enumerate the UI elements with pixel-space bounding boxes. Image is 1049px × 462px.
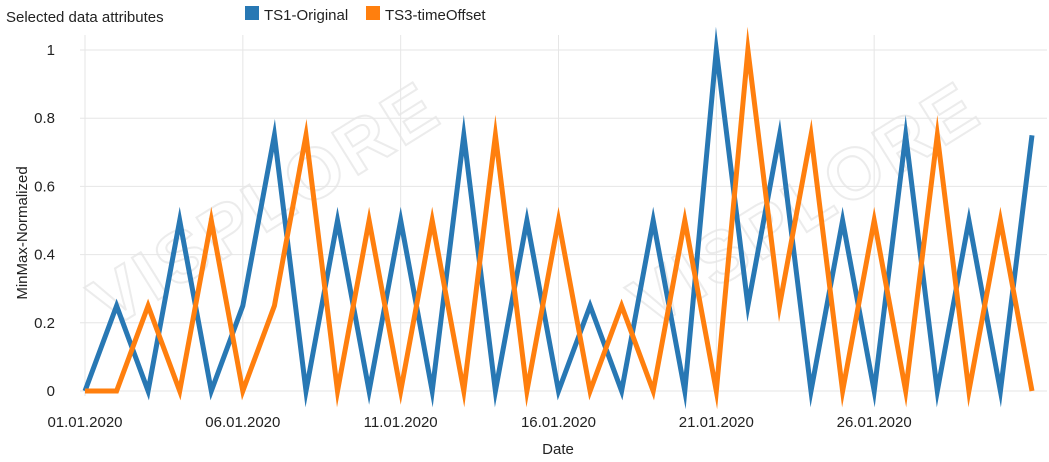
y-tick-label: 0.8 xyxy=(34,110,55,127)
y-axis-label: MinMax-Normalized xyxy=(14,166,31,299)
x-tick-label: 21.01.2020 xyxy=(679,414,754,431)
y-tick-label: 0 xyxy=(47,383,55,400)
legend-swatch xyxy=(245,6,259,20)
series-line xyxy=(82,26,1035,410)
series-lines xyxy=(82,26,1035,410)
x-tick-label: 06.01.2020 xyxy=(205,414,280,431)
y-tick-label: 0.4 xyxy=(34,247,55,264)
legend-label: TS3-timeOffset xyxy=(385,7,486,24)
y-tick-label: 0.6 xyxy=(34,178,55,195)
x-tick-label: 11.01.2020 xyxy=(364,414,438,431)
y-tick-label: 1 xyxy=(47,42,55,59)
series-line xyxy=(85,26,1035,410)
x-axis-ticks: 01.01.2020 06.01.2020 11.01.2020 16.01.2020… xyxy=(47,414,911,431)
x-tick-label: 16.01.2020 xyxy=(521,414,596,431)
watermark-left: VISPLORE xyxy=(76,66,454,344)
legend-swatch xyxy=(366,6,380,20)
chart-title: Selected data attributes xyxy=(6,9,164,26)
legend: TS1-Original TS3-timeOffset xyxy=(245,6,486,24)
x-tick-label: 01.01.2020 xyxy=(47,414,122,431)
x-axis-label: Date xyxy=(542,441,574,458)
y-axis-ticks: 0 0.2 0.4 0.6 0.8 1 xyxy=(34,42,55,400)
x-tick-label: 26.01.2020 xyxy=(837,414,912,431)
watermark-right: VISPLORE xyxy=(616,66,994,344)
legend-label: TS1-Original xyxy=(264,7,348,24)
y-tick-label: 0.2 xyxy=(34,315,55,332)
